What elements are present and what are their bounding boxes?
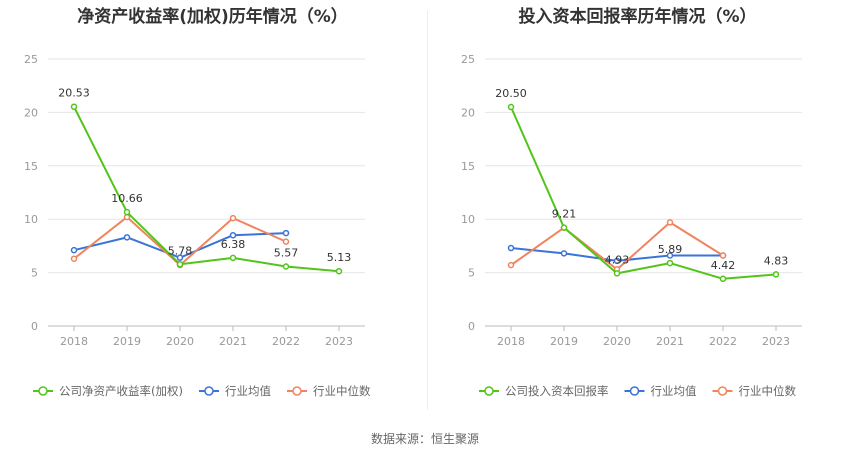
x-tick-label: 2018	[497, 335, 525, 348]
legend-swatch-marker	[292, 386, 302, 396]
legend-item-label: 公司净资产收益率(加权)	[59, 384, 183, 398]
x-tick-label: 2018	[60, 335, 88, 348]
data-point	[282, 229, 290, 237]
data-point	[70, 255, 78, 262]
x-tick-label: 2021	[656, 335, 684, 348]
x-tick-label: 2020	[166, 335, 194, 348]
data-label: 5.57	[274, 247, 299, 260]
data-label: 20.53	[58, 87, 90, 100]
y-tick-label: 15	[461, 160, 475, 173]
data-point	[229, 214, 237, 222]
data-label: 9.21	[552, 208, 577, 221]
legend-item-label: 公司投入资本回报率	[505, 384, 609, 398]
data-label: 5.89	[658, 243, 683, 256]
chart-title: 投入资本回报率历年情况（%）	[518, 7, 757, 27]
data-point	[176, 254, 184, 261]
data-label: 5.78	[168, 244, 193, 257]
x-tick-label: 2022	[709, 335, 737, 348]
roic-chart-svg: 0 5 10 15 20 25 2018 2019 2020 2021 2022 2023 20.50 9…	[461, 53, 802, 398]
x-tick-label: 2020	[603, 335, 631, 348]
data-point	[719, 252, 727, 259]
data-point	[229, 254, 237, 262]
data-point	[719, 275, 727, 283]
y-tick-label: 20	[24, 106, 38, 119]
data-point	[229, 231, 237, 239]
data-point	[176, 261, 184, 268]
data-point	[613, 270, 621, 277]
data-point	[70, 103, 78, 110]
data-point	[666, 252, 674, 259]
data-point	[666, 259, 674, 267]
data-point	[507, 261, 515, 269]
data-label: 10.66	[111, 192, 143, 205]
data-label: 4.42	[711, 259, 736, 272]
y-tick-label: 10	[24, 213, 38, 226]
legend-item-label: 行业均值	[651, 384, 697, 398]
y-tick-label: 0	[468, 320, 475, 333]
x-tick-label: 2019	[550, 335, 578, 348]
legend-swatch-marker	[629, 386, 640, 396]
chart-title: 净资产收益率(加权)历年情况（%）	[77, 7, 348, 27]
series-line	[510, 106, 777, 280]
legend-item-label: 行业中位数	[313, 384, 371, 398]
data-point	[335, 267, 343, 275]
data-label: 20.50	[495, 87, 527, 100]
data-label: 4.83	[764, 254, 789, 267]
data-point	[772, 271, 780, 278]
y-tick-label: 25	[24, 53, 38, 66]
x-tick-label: 2023	[325, 335, 353, 348]
data-label: 4.93	[605, 253, 630, 266]
y-tick-label: 10	[461, 213, 475, 226]
data-point	[507, 244, 515, 252]
data-point	[282, 238, 290, 245]
legend-swatch-marker	[204, 386, 214, 396]
data-source-note: 数据来源：恒生聚源	[370, 432, 479, 446]
roe-chart-panel: 净资产收益率(加权)历年情况（%） 0 5 10 15 20 25 2018 2019 2020…	[0, 0, 425, 420]
legend-swatch-marker	[38, 386, 48, 396]
legend-item-label: 行业均值	[225, 384, 271, 398]
roic-chart-panel: 投入资本回报率历年情况（%） 0 5 10 15 20 25 2018 2019 2020 202…	[425, 0, 850, 420]
x-tick-label: 2023	[762, 335, 790, 348]
y-tick-label: 5	[468, 267, 475, 280]
data-point	[613, 257, 621, 265]
legend-swatch-marker	[484, 386, 494, 396]
data-point	[70, 246, 78, 254]
data-point	[123, 234, 131, 241]
y-tick-label: 5	[31, 267, 38, 280]
roe-chart-svg: 0 5 10 15 20 25 2018 2019 2020 2021 2022 2023 20.53 1…	[24, 53, 371, 398]
panel-divider	[427, 10, 428, 410]
legend-swatch-marker	[717, 386, 728, 396]
x-tick-label: 2022	[272, 335, 300, 348]
data-point	[507, 103, 515, 111]
x-tick-label: 2021	[219, 335, 247, 348]
y-tick-label: 20	[461, 106, 475, 119]
data-point	[123, 208, 131, 216]
data-label: 6.38	[221, 238, 246, 251]
data-point	[560, 250, 568, 257]
series-line	[73, 106, 340, 273]
legend-item-label: 行业中位数	[739, 384, 797, 398]
data-point	[282, 263, 290, 270]
y-tick-label: 25	[461, 53, 475, 66]
x-tick-label: 2019	[113, 335, 141, 348]
y-tick-label: 15	[24, 160, 38, 173]
data-label: 5.13	[327, 251, 352, 264]
data-point	[666, 219, 674, 226]
data-point	[560, 224, 568, 231]
y-tick-label: 0	[31, 320, 38, 333]
